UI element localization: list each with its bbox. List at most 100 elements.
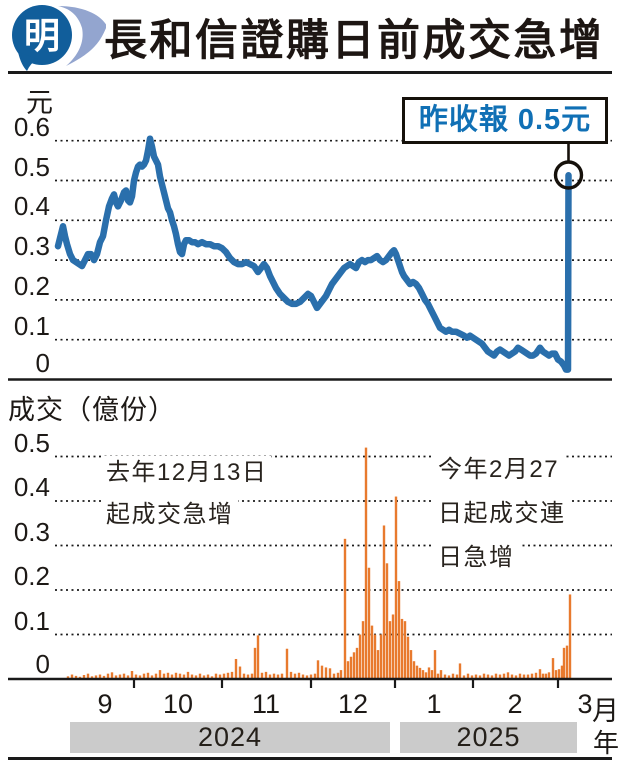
logo-tail: [18, 52, 37, 71]
annotation-feb-line3: 日急增: [434, 541, 519, 575]
volume-bar: [242, 673, 246, 679]
volume-bar: [130, 670, 134, 679]
volume-bar: [198, 673, 202, 679]
volume-bar: [194, 675, 198, 679]
volume-bar: [226, 672, 230, 679]
volume-bar: [218, 674, 222, 679]
price-line: [54, 135, 572, 373]
volume-bar: [400, 618, 404, 679]
volume-bar: [433, 650, 437, 679]
volume-bar: [86, 673, 90, 679]
volume-bar: [560, 665, 564, 679]
volume-chart-title: 成交（億份）: [8, 395, 176, 425]
volume-bar: [316, 660, 320, 679]
volume-bar: [138, 675, 142, 679]
volume-bar: [268, 674, 272, 679]
volume-bar: [82, 674, 86, 679]
year-band-2024: 2024: [70, 722, 390, 753]
volume-bar: [118, 674, 122, 679]
volume-bar: [142, 673, 146, 679]
volume-bar: [150, 675, 154, 679]
volume-bar: [397, 581, 401, 679]
volume-bar: [250, 673, 254, 679]
logo-circle: [12, 5, 72, 65]
volume-bar: [418, 667, 422, 679]
volume-bar: [530, 673, 534, 679]
volume-bar: [430, 670, 434, 679]
month-label: 2: [507, 689, 523, 719]
volume-bar: [447, 675, 451, 679]
volume-bar: [538, 669, 542, 679]
volume-bar: [309, 674, 313, 679]
volume-bar: [518, 673, 522, 679]
month-label: 11: [251, 689, 281, 719]
volume-bar: [66, 676, 70, 679]
volume-tick-label: 0.5: [13, 427, 50, 458]
volume-bar: [526, 674, 530, 679]
volume-bar: [146, 672, 150, 679]
volume-bar: [102, 675, 106, 679]
volume-bar: [352, 652, 356, 679]
volume-bar: [568, 594, 572, 679]
volume-bar: [276, 674, 280, 679]
volume-bar: [332, 673, 336, 679]
volume-bar: [427, 667, 431, 679]
volume-tick-label: 0.4: [13, 472, 50, 502]
price-tick-label: 0.4: [13, 191, 50, 222]
annotation-feb-line2: 日起成交連: [434, 497, 570, 531]
volume-bar: [170, 674, 174, 679]
volume-bar: [379, 634, 383, 679]
volume-tick-label: 0.3: [13, 516, 50, 547]
volume-bar: [238, 666, 242, 679]
volume-bar: [470, 675, 474, 679]
volume-bar: [349, 656, 353, 679]
volume-bar: [222, 673, 226, 679]
volume-bar: [436, 673, 440, 679]
volume-bar: [514, 675, 518, 679]
volume-bar: [202, 675, 206, 679]
volume-bar: [482, 673, 486, 679]
volume-bar: [403, 621, 407, 679]
volume-bar: [343, 538, 347, 679]
volume-bar: [534, 672, 538, 679]
month-label: 9: [97, 689, 113, 719]
volume-bar: [158, 670, 162, 679]
volume-bar: [126, 675, 130, 679]
volume-bar: [174, 672, 178, 679]
volume-tick-label: 0.1: [13, 605, 50, 636]
volume-bar: [230, 671, 234, 679]
month-label: 1: [426, 689, 442, 719]
price-axis-unit: 元: [26, 88, 53, 118]
volume-bar: [547, 672, 551, 679]
volume-bar: [70, 674, 74, 679]
volume-bar: [388, 621, 392, 679]
volume-bar: [409, 650, 413, 679]
volume-bar: [280, 673, 284, 679]
volume-bar: [443, 674, 447, 679]
volume-bar: [346, 661, 350, 679]
annotation-feb-line1: 今年2月27: [434, 453, 564, 487]
month-label: 12: [337, 689, 369, 719]
month-unit-label: 月: [592, 696, 619, 726]
volume-bar: [253, 647, 257, 679]
header-rule: [8, 71, 612, 74]
volume-bar: [264, 671, 268, 679]
volume-bar: [462, 675, 466, 679]
volume-bar: [373, 634, 377, 679]
logo-swoosh-shape: [58, 6, 106, 66]
annotation-dec-line2: 起成交急增: [102, 498, 238, 532]
bottom-rule: [8, 757, 612, 760]
volume-bar: [313, 673, 317, 679]
volume-bar: [478, 675, 482, 679]
volume-bar: [394, 496, 398, 679]
last-close-callout-text: 昨收報 0.5元: [418, 104, 592, 136]
volume-bar: [367, 567, 371, 679]
volume-bar: [182, 674, 186, 679]
volume-bar: [297, 672, 301, 679]
volume-bar: [289, 671, 293, 679]
volume-bar: [494, 673, 498, 679]
volume-bar: [246, 674, 250, 679]
volume-bar: [376, 650, 380, 679]
volume-bar: [544, 673, 548, 679]
